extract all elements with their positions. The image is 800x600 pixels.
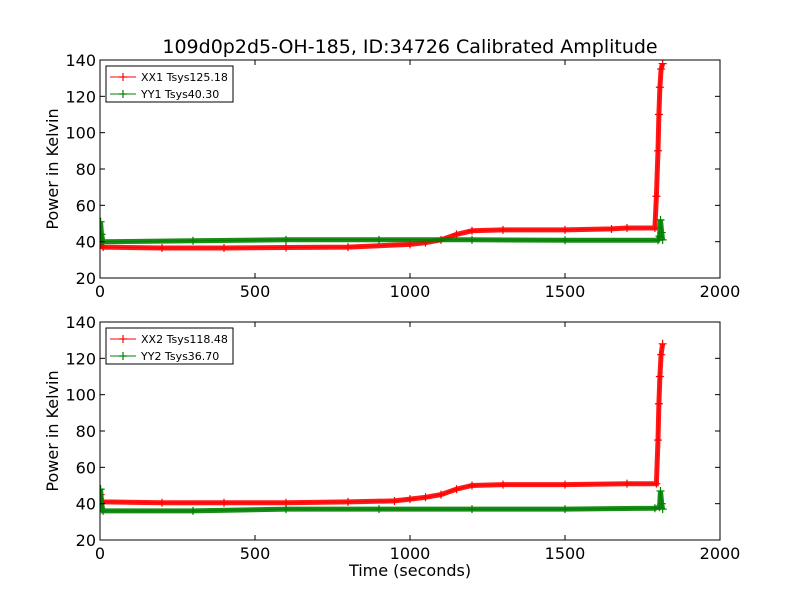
legend-box: [105, 327, 234, 365]
x-axis-label: Time (seconds): [348, 561, 471, 580]
series-band: [100, 343, 666, 506]
x-tick-label: 1500: [545, 282, 586, 301]
series-band: [100, 219, 666, 245]
y-tick-label: 120: [65, 87, 96, 106]
y-tick-label: 40: [76, 495, 96, 514]
y-tick-label: 100: [65, 386, 96, 405]
subplot-2: 0 500 1000 1500 2000 20 40 60 80 100 120 140 XX2 Tsy…: [65, 313, 740, 563]
x-tick-label: 2000: [700, 282, 741, 301]
series-band: [100, 62, 666, 251]
x-tick-label: 500: [240, 282, 271, 301]
legend-marker: [119, 73, 127, 81]
x-tick-label: 0: [95, 282, 105, 301]
y-tick-label: 140: [65, 313, 96, 332]
series-line: [100, 343, 664, 504]
subplot-1: 0 500 1000 1500 2000 20 40 60 80 100 120 140 XX1 Tsy…: [65, 51, 740, 301]
legend-box: [105, 65, 234, 103]
y-tick-label: 100: [65, 124, 96, 143]
legend-label: XX2 Tsys118.48: [141, 333, 228, 346]
legend-marker: [119, 352, 127, 360]
legend-label: XX1 Tsys125.18: [141, 71, 228, 84]
y-tick-label: 80: [76, 422, 96, 441]
series-group: [100, 339, 667, 515]
x-tick-label: 2000: [700, 544, 741, 563]
y-tick-label: 120: [65, 349, 96, 368]
y-tick-label: 20: [76, 531, 96, 550]
x-tick-label: 1500: [545, 544, 586, 563]
series-group: [100, 60, 667, 253]
x-tick-label: 500: [240, 544, 271, 563]
legend-marker: [119, 335, 127, 343]
x-tick-label: 0: [95, 544, 105, 563]
y-tick-label: 140: [65, 51, 96, 70]
legend-marker: [119, 90, 127, 98]
x-tick-label: 1000: [390, 544, 431, 563]
legend-label: YY1 Tsys40.30: [140, 88, 219, 101]
y-tick-label: 40: [76, 233, 96, 252]
series-band: [100, 488, 666, 514]
legend-label: YY2 Tsys36.70: [140, 350, 219, 363]
legend: XX1 Tsys125.18 YY1 Tsys40.30: [105, 65, 234, 103]
y-axis-label-top: Power in Kelvin: [43, 108, 62, 229]
y-tick-label: 80: [76, 160, 96, 179]
legend: XX2 Tsys118.48 YY2 Tsys36.70: [105, 327, 234, 365]
y-tick-label: 60: [76, 196, 96, 215]
y-axis-label-bottom: Power in Kelvin: [43, 370, 62, 491]
chart-title: 109d0p2d5-OH-185, ID:34726 Calibrated Am…: [162, 36, 657, 58]
y-tick-label: 20: [76, 269, 96, 288]
y-tick-label: 60: [76, 458, 96, 477]
x-tick-label: 1000: [390, 282, 431, 301]
